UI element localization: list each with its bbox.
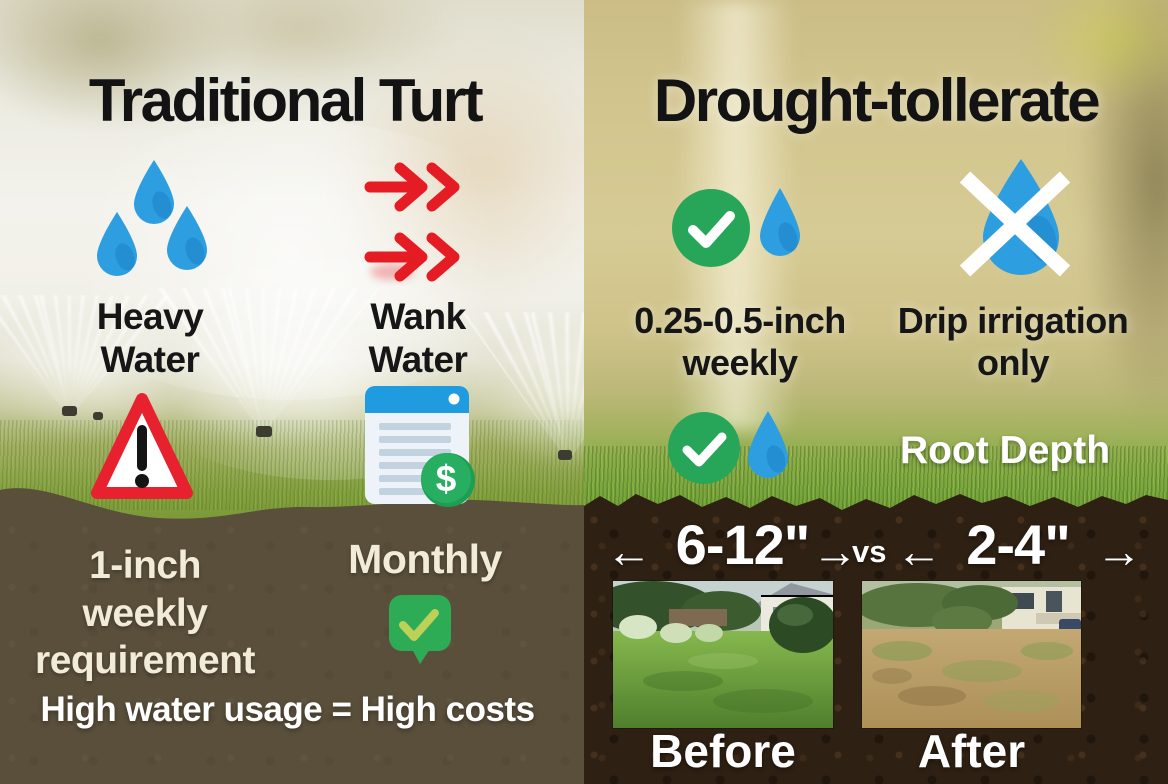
dollar-sign: $: [436, 458, 457, 499]
drip-label: Drip irrigation only: [897, 300, 1129, 383]
wank-water-label: Wank Water: [368, 296, 468, 380]
root-depth-label: Root Depth: [899, 429, 1111, 472]
high-usage-label: High water usage = High costs: [40, 690, 535, 729]
check-bubble-icon: [386, 592, 454, 666]
check-circle-icon: [670, 186, 752, 270]
invoice-dollar-icon: $: [362, 383, 475, 510]
no-water-icon: [953, 155, 1085, 285]
left-arrow-icon: ←: [896, 525, 942, 577]
after-photo: [862, 581, 1081, 728]
weekly-amount-label: 0.25-0.5-inch weekly: [634, 300, 846, 383]
water-drop-icon: [744, 408, 792, 482]
left-arrow-icon: ←: [606, 525, 652, 577]
right-arrow-icon: →: [1096, 525, 1142, 577]
after-label: After: [917, 725, 1026, 777]
before-label: Before: [650, 725, 796, 777]
soil-left: [0, 488, 584, 784]
one-inch-label: 1-inch weekly requirement: [35, 544, 255, 683]
right-title: Drought-tollerate: [653, 67, 1101, 134]
sprinkler-head: [93, 412, 103, 420]
sprinkler-head: [62, 406, 77, 416]
vs-label: vs: [852, 534, 887, 569]
right-arrow-icon: →: [812, 525, 858, 577]
water-drop-icon: [756, 185, 804, 261]
warning-triangle-icon: [90, 390, 194, 506]
check-circle-icon: [666, 410, 742, 486]
soil-texture-left: [0, 520, 584, 784]
heavy-water-label: Heavy Water: [96, 296, 204, 380]
drought-depth-value: 2-4": [966, 513, 1071, 576]
left-title: Traditional Turt: [88, 67, 484, 134]
fast-arrows-icon: [364, 160, 474, 286]
before-photo: [613, 581, 833, 728]
monthly-label: Monthly: [348, 536, 502, 582]
sprinkler-head: [256, 426, 272, 437]
traditional-depth-value: 6-12": [675, 513, 811, 576]
foliage-blotch: [1030, 0, 1168, 110]
sprinkler-head: [558, 450, 572, 460]
water-drops-icon: [92, 158, 217, 282]
